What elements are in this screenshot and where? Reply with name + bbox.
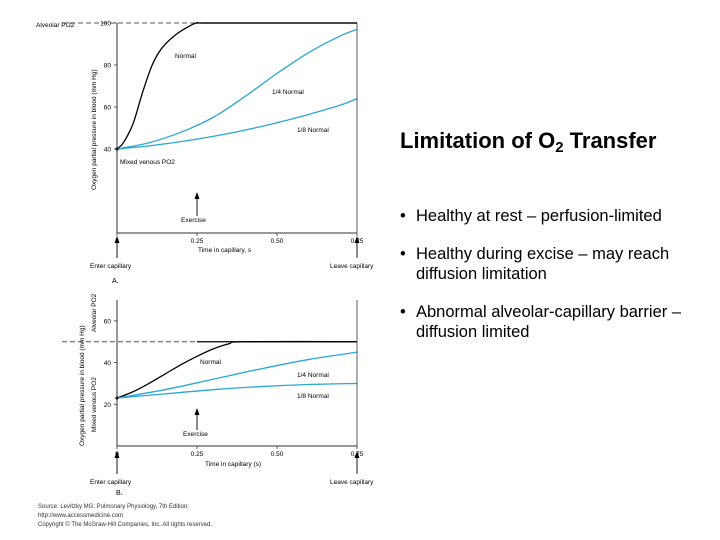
enter-capillary-label: Enter capillary	[90, 263, 132, 270]
y-tick-label: 60	[104, 318, 112, 325]
bullet-list: Healthy at rest – perfusion-limited Heal…	[398, 206, 708, 360]
x-tick-label: 0.25	[191, 451, 204, 458]
x-tick-label: 0.50	[271, 451, 284, 458]
y-tick-label: 100	[100, 21, 111, 28]
alveolar-po2-label: Alveolar PO2	[91, 293, 98, 332]
mixed-venous-po2-label: Mixed venous PO2	[91, 377, 98, 432]
exercise-annotation: Exercise	[181, 217, 206, 224]
x-axis-label: Time in capillary (s)	[205, 461, 261, 468]
series-line-normal	[116, 22, 357, 150]
y-tick-label: 80	[104, 63, 112, 70]
exercise-annotation: Exercise	[183, 431, 208, 438]
series-line-eighth-normal	[116, 382, 358, 399]
leave-capillary-label: Leave capillary	[330, 263, 374, 270]
bullet-item: Abnormal alveolar-capillary barrier – di…	[398, 302, 708, 342]
panel-b-label: B.	[116, 490, 123, 497]
series-line-quarter-normal	[116, 28, 358, 150]
series-line-normal	[116, 340, 358, 399]
source-citation: Source: Levitzky MG: Pulmonary Physiolog…	[38, 503, 212, 530]
x-axis-label: Time in capillary, s	[198, 247, 252, 254]
source-url: http://www.accessmedicine.com	[38, 513, 124, 519]
bullet-item: Healthy during excise – may reach diffus…	[398, 244, 708, 284]
alveolar-po2-label: Alveolar PO2	[36, 22, 75, 29]
y-tick-label: 40	[104, 147, 112, 154]
x-tick-label: 0.50	[271, 238, 284, 245]
enter-arrowhead	[114, 236, 120, 243]
exercise-arrowhead	[194, 408, 200, 415]
bullet-item: Healthy at rest – perfusion-limited	[398, 206, 708, 226]
series-line-eighth-normal	[116, 97, 358, 150]
leave-arrowhead	[354, 451, 360, 458]
series-label: 1/8 Normal	[297, 393, 329, 400]
series-label: 1/8 Normal	[297, 127, 329, 134]
panel-a-label: A.	[112, 278, 119, 285]
series-label: 1/4 Normal	[272, 89, 304, 96]
y-tick-label: 20	[104, 402, 112, 409]
leave-capillary-label: Leave capillary	[330, 479, 374, 486]
series-label: 1/4 Normal	[297, 372, 329, 379]
enter-capillary-label: Enter capillary	[90, 479, 132, 486]
source-line: Source: Levitzky MG: Pulmonary Physiolog…	[38, 504, 189, 510]
y-axis-label: Oxygen partial pressure in blood (mm Hg)	[91, 69, 98, 190]
series-line-quarter-normal	[116, 351, 358, 399]
x-tick-label: 0.25	[191, 238, 204, 245]
enter-arrowhead	[114, 451, 120, 458]
series-label: Normal	[175, 53, 197, 60]
leave-arrowhead	[354, 236, 360, 243]
y-axis-label: Oxygen partial pressure in blood (mm Hg)	[79, 325, 86, 446]
mixed-venous-po2-label: Mixed venous PO2	[120, 159, 175, 166]
series-label: Normal	[200, 359, 222, 366]
slide-title: Limitation of O2 Transfer	[400, 128, 657, 156]
y-tick-label: 40	[104, 360, 112, 367]
exercise-arrowhead	[194, 192, 200, 199]
copyright-line: Copyright © The McGraw-Hill Companies, I…	[38, 522, 213, 528]
y-tick-label: 60	[104, 105, 112, 112]
